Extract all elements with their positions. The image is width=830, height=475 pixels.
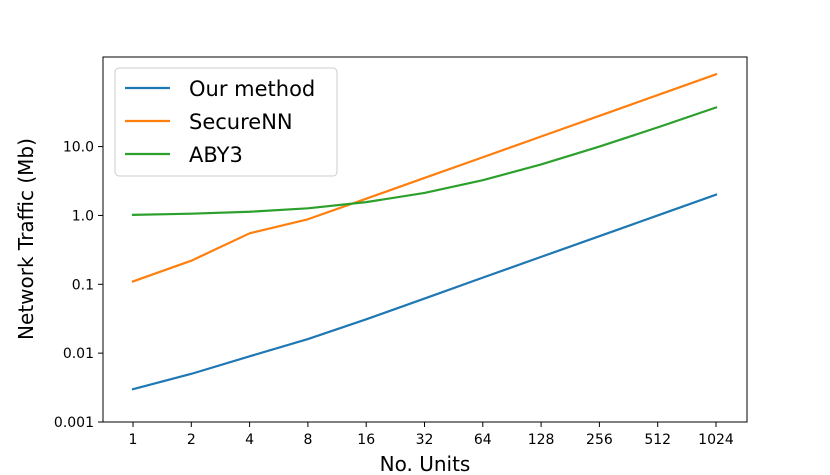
y-tick-label: 0.1 — [72, 277, 94, 293]
x-tick-label: 256 — [586, 432, 613, 448]
legend-label-our-method: Our method — [189, 77, 315, 101]
y-tick-label: 0.01 — [63, 346, 94, 362]
series-line-our-method — [131, 193, 718, 391]
legend-label-aby3: ABY3 — [189, 143, 243, 167]
x-tick-label: 8 — [303, 432, 312, 448]
x-axis-ticks: 1 2 4 8 16 32 64 128 256 512 1024 — [129, 422, 734, 448]
x-tick-label: 128 — [528, 432, 555, 448]
series-layer — [131, 72, 718, 391]
x-tick-label: 1 — [129, 432, 138, 448]
x-tick-label: 4 — [245, 432, 254, 448]
x-tick-label: 2 — [187, 432, 196, 448]
series-line-aby3 — [131, 106, 718, 216]
y-tick-label: 0.001 — [54, 415, 94, 431]
series-line-securenn — [131, 72, 718, 283]
x-axis-title: No. Units — [380, 452, 471, 475]
x-tick-label: 64 — [474, 432, 492, 448]
y-axis-ticks: 0.001 0.01 0.1 1.0 10.0 — [54, 140, 103, 431]
legend-label-securenn: SecureNN — [189, 110, 293, 134]
x-tick-label: 16 — [357, 432, 375, 448]
legend: Our method SecureNN ABY3 — [114, 67, 338, 177]
x-tick-label: 512 — [644, 432, 671, 448]
y-tick-label: 10.0 — [63, 140, 94, 156]
x-tick-label: 1024 — [698, 432, 734, 448]
y-tick-label: 1.0 — [72, 208, 94, 224]
x-tick-label: 32 — [416, 432, 434, 448]
y-axis-title: Network Traffic (Mb) — [14, 138, 38, 340]
legend-box — [114, 67, 338, 177]
